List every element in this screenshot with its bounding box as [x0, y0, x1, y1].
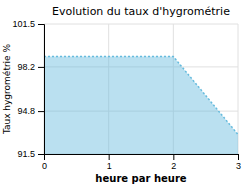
- title: Evolution du taux d'hygrométrie: [52, 5, 230, 18]
- tick-label: 98.2: [17, 62, 35, 72]
- tick-label: 1: [107, 161, 112, 171]
- tick: 0: [42, 154, 47, 171]
- tick-label: 91.5: [17, 149, 35, 159]
- tick: 94.8: [17, 106, 44, 116]
- marks: [44, 57, 238, 155]
- x-axis: 0 1 2 3: [42, 154, 241, 171]
- tick: 91.5: [17, 149, 44, 159]
- tick-mark: [109, 154, 110, 160]
- tick-mark: [38, 111, 44, 112]
- tick: 3: [236, 154, 241, 171]
- axis-line: [45, 155, 239, 161]
- tick-label: 0: [42, 161, 47, 171]
- axis-line: [38, 25, 45, 155]
- line: [44, 57, 238, 135]
- tick-mark: [38, 24, 44, 25]
- tick: 2: [171, 154, 176, 171]
- tick-mark: [38, 154, 44, 155]
- tick-label: 94.8: [17, 106, 35, 116]
- tick-label: 101.5: [12, 19, 35, 29]
- y-axis-title: Taux hygrométrie %: [2, 43, 12, 135]
- tick-mark: [38, 67, 44, 68]
- tick-label: 3: [236, 161, 241, 171]
- tick: 1: [107, 154, 112, 171]
- x-axis-title: heure par heure: [95, 173, 186, 184]
- grid-line: [44, 24, 238, 25]
- area: [44, 57, 238, 155]
- plot: 0 1 2 3 91.5 94.8 98.2 101.5: [12, 19, 241, 171]
- chart: 0 1 2 3 91.5 94.8 98.2 101.5 Evolution du taux d…: [0, 0, 250, 188]
- grid: [44, 24, 238, 154]
- tick: 101.5: [12, 19, 44, 29]
- tick-label: 2: [171, 161, 176, 171]
- tick-mark: [173, 154, 174, 160]
- tick-mark: [238, 154, 239, 160]
- tick: 98.2: [17, 62, 44, 72]
- y-axis: 91.5 94.8 98.2 101.5: [12, 19, 44, 159]
